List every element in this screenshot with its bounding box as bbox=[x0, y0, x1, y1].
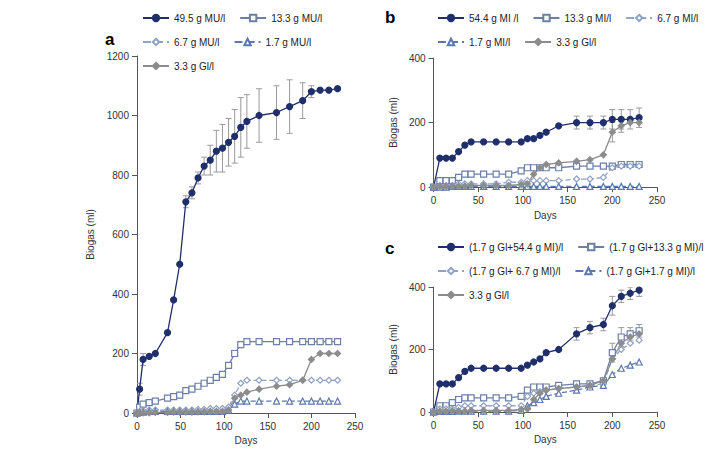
svg-text:3.3 g Gl/l: 3.3 g Gl/l bbox=[556, 37, 596, 48]
svg-text:150: 150 bbox=[559, 195, 576, 206]
svg-text:100: 100 bbox=[515, 195, 532, 206]
svg-text:(1.7 g Gl+1.7 g MI)/l: (1.7 g Gl+1.7 g MI)/l bbox=[606, 266, 695, 277]
svg-text:0: 0 bbox=[134, 421, 140, 432]
svg-text:50: 50 bbox=[473, 195, 485, 206]
svg-text:1000: 1000 bbox=[107, 110, 130, 121]
svg-text:c: c bbox=[385, 239, 394, 258]
svg-text:b: b bbox=[385, 8, 395, 27]
svg-text:3.3 g Gl/l: 3.3 g Gl/l bbox=[469, 290, 509, 301]
svg-text:0: 0 bbox=[123, 408, 129, 419]
svg-text:(1.7 g Gl+54.4 g MI)/l: (1.7 g Gl+54.4 g MI)/l bbox=[469, 242, 563, 253]
svg-text:6.7 g MI/l: 6.7 g MI/l bbox=[657, 13, 698, 24]
svg-text:100: 100 bbox=[515, 420, 532, 431]
svg-text:250: 250 bbox=[649, 195, 666, 206]
svg-text:(1.7 g Gl+13.3 g MI)/l: (1.7 g Gl+13.3 g MI)/l bbox=[609, 242, 703, 253]
svg-text:50: 50 bbox=[473, 420, 485, 431]
svg-text:Biogas (ml): Biogas (ml) bbox=[388, 97, 399, 148]
svg-text:600: 600 bbox=[112, 229, 129, 240]
svg-text:400: 400 bbox=[409, 53, 426, 64]
svg-text:Days: Days bbox=[534, 210, 557, 221]
svg-text:Biogas (ml): Biogas (ml) bbox=[85, 209, 96, 260]
svg-text:200: 200 bbox=[303, 421, 320, 432]
svg-text:49.5 g MU/l: 49.5 g MU/l bbox=[174, 13, 225, 24]
svg-text:0: 0 bbox=[431, 420, 437, 431]
svg-text:(1.7 g Gl+ 6.7 g MI)/l: (1.7 g Gl+ 6.7 g MI)/l bbox=[469, 266, 560, 277]
svg-text:200: 200 bbox=[604, 195, 621, 206]
svg-text:1.7 g MI/l: 1.7 g MI/l bbox=[469, 37, 510, 48]
svg-text:0: 0 bbox=[431, 195, 437, 206]
svg-text:1200: 1200 bbox=[107, 51, 130, 62]
svg-text:a: a bbox=[105, 30, 115, 49]
svg-text:13.3 g MI/l: 13.3 g MI/l bbox=[564, 13, 611, 24]
svg-text:13.3 g MU/l: 13.3 g MU/l bbox=[271, 13, 322, 24]
svg-text:Days: Days bbox=[235, 435, 258, 446]
svg-text:Biogas (ml): Biogas (ml) bbox=[388, 324, 399, 375]
svg-text:100: 100 bbox=[216, 421, 233, 432]
svg-text:150: 150 bbox=[559, 420, 576, 431]
svg-text:200: 200 bbox=[604, 420, 621, 431]
svg-text:400: 400 bbox=[112, 289, 129, 300]
svg-text:0: 0 bbox=[420, 407, 426, 418]
svg-text:150: 150 bbox=[259, 421, 276, 432]
svg-text:800: 800 bbox=[112, 170, 129, 181]
svg-text:250: 250 bbox=[347, 421, 364, 432]
svg-text:200: 200 bbox=[409, 344, 426, 355]
svg-text:1.7 g MU/l: 1.7 g MU/l bbox=[266, 37, 312, 48]
svg-text:3.3 g Gl/l: 3.3 g Gl/l bbox=[174, 61, 214, 72]
svg-text:400: 400 bbox=[409, 282, 426, 293]
svg-text:250: 250 bbox=[649, 420, 666, 431]
svg-text:50: 50 bbox=[175, 421, 187, 432]
svg-text:200: 200 bbox=[112, 348, 129, 359]
svg-text:200: 200 bbox=[409, 117, 426, 128]
svg-text:Days: Days bbox=[534, 434, 557, 445]
svg-text:54.4 g MI /l: 54.4 g MI /l bbox=[469, 13, 518, 24]
svg-text:0: 0 bbox=[420, 182, 426, 193]
svg-text:6.7 g MU/l: 6.7 g MU/l bbox=[174, 37, 220, 48]
